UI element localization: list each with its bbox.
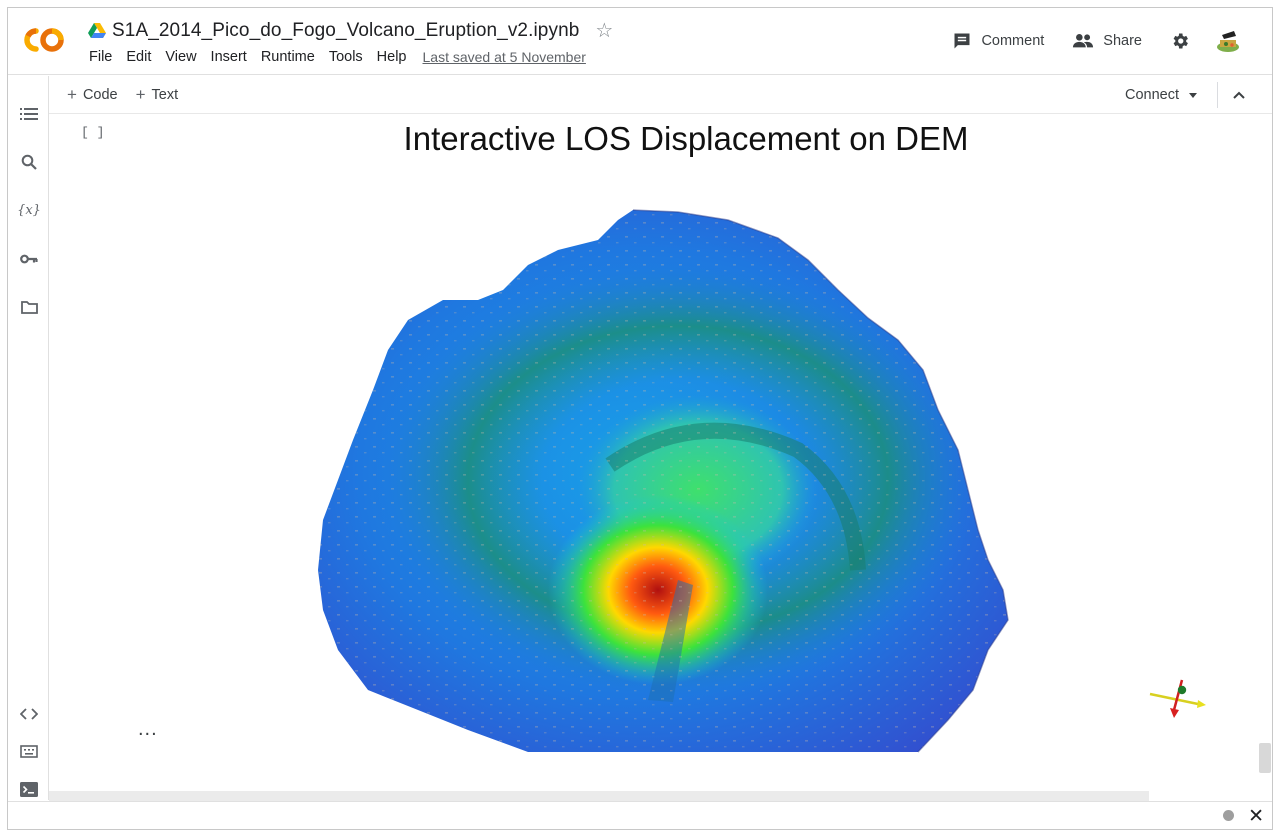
- settings-gear-icon[interactable]: [1170, 31, 1190, 51]
- toolbar-divider: [1217, 82, 1218, 108]
- add-code-label: Code: [82, 86, 118, 103]
- left-sidebar: {x}: [8, 76, 49, 800]
- add-text-button[interactable]: + Text: [136, 85, 179, 105]
- comment-icon: [954, 33, 970, 49]
- menu-bar: File Edit View Insert Runtime Tools Help…: [82, 49, 586, 65]
- cell-output-menu[interactable]: ...: [138, 718, 158, 740]
- horizontal-scrollbar[interactable]: [49, 791, 1149, 802]
- connect-button[interactable]: Connect: [1124, 87, 1179, 103]
- plus-icon: +: [135, 84, 146, 104]
- terminal-icon[interactable]: [19, 779, 39, 799]
- menu-runtime[interactable]: Runtime: [260, 49, 315, 65]
- command-palette-icon[interactable]: [19, 741, 39, 761]
- status-bar: ✕: [8, 801, 1272, 829]
- 3d-axes-gizmo-icon: [1149, 679, 1206, 718]
- variables-icon[interactable]: {x}: [17, 202, 41, 218]
- folder-icon[interactable]: [19, 297, 39, 317]
- share-button[interactable]: Share: [1072, 31, 1142, 51]
- menu-file[interactable]: File: [89, 49, 113, 65]
- notebook-title[interactable]: S1A_2014_Pico_do_Fogo_Volcano_Eruption_v…: [112, 20, 580, 41]
- notebook-toolbar: + Code + Text Connect: [49, 76, 1272, 114]
- menu-insert[interactable]: Insert: [210, 49, 247, 65]
- title-row: S1A_2014_Pico_do_Fogo_Volcano_Eruption_v…: [88, 18, 613, 44]
- app-header: S1A_2014_Pico_do_Fogo_Volcano_Eruption_v…: [8, 8, 1272, 75]
- add-code-button[interactable]: + Code: [67, 85, 118, 105]
- search-icon[interactable]: [19, 152, 39, 172]
- chevron-up-icon[interactable]: [1232, 90, 1246, 100]
- menu-help[interactable]: Help: [376, 49, 407, 65]
- chevron-down-icon[interactable]: [1189, 92, 1197, 98]
- menu-view[interactable]: View: [165, 49, 197, 65]
- user-avatar[interactable]: [1214, 27, 1242, 55]
- comment-button[interactable]: Comment: [952, 31, 1044, 51]
- plus-icon: +: [67, 84, 77, 104]
- close-icon[interactable]: ✕: [1248, 806, 1264, 827]
- colab-logo[interactable]: [22, 26, 66, 54]
- status-indicator-icon: [1223, 810, 1234, 821]
- people-icon: [1073, 34, 1094, 48]
- menu-edit[interactable]: Edit: [126, 49, 152, 65]
- add-text-label: Text: [151, 86, 179, 103]
- plot-title: Interactive LOS Displacement on DEM: [403, 120, 969, 157]
- last-saved-link[interactable]: Last saved at 5 November: [422, 49, 586, 65]
- run-cell-button[interactable]: [ ]: [81, 125, 105, 140]
- toolbar-right: Connect: [1125, 76, 1272, 114]
- share-label: Share: [1103, 33, 1142, 49]
- table-of-contents-icon[interactable]: [19, 104, 39, 124]
- code-snippets-icon[interactable]: [19, 704, 39, 724]
- google-drive-icon: [88, 23, 106, 38]
- key-icon[interactable]: [19, 249, 39, 269]
- comment-label: Comment: [981, 33, 1045, 49]
- star-icon[interactable]: ☆: [595, 20, 614, 42]
- los-displacement-3d-plot[interactable]: [298, 190, 1018, 756]
- menu-tools[interactable]: Tools: [328, 49, 363, 65]
- vertical-scrollbar[interactable]: [1259, 743, 1271, 773]
- colab-window: S1A_2014_Pico_do_Fogo_Volcano_Eruption_v…: [7, 7, 1273, 830]
- header-actions: Comment Share: [952, 26, 1272, 56]
